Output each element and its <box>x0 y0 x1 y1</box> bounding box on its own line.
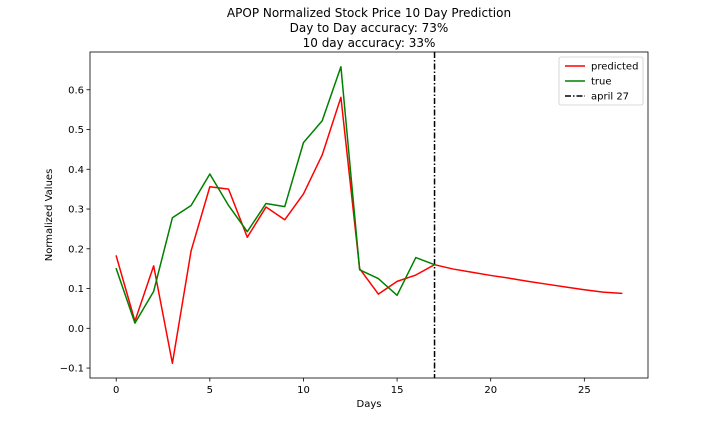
x-tick-label-5: 25 <box>578 385 591 396</box>
legend-frame <box>558 56 644 106</box>
plot-area: 0 5 10 15 20 25 −0.1 0.0 0.1 0.2 0.3 0.4 0.5 0.6 <box>60 52 623 396</box>
y-tick-label-6: 0.5 <box>68 125 84 136</box>
x-tick-label-1: 5 <box>207 385 213 396</box>
y-tick-label-2: 0.1 <box>68 284 84 295</box>
y-tick-label-3: 0.2 <box>68 244 84 255</box>
y-tick-label-0: −0.1 <box>60 364 84 375</box>
chart-title-line-1: APOP Normalized Stock Price 10 Day Predi… <box>227 6 511 20</box>
y-axis-label: Normalized Values <box>44 169 55 262</box>
y-tick-label-1: 0.0 <box>68 324 84 335</box>
x-tick-label-0: 0 <box>113 385 119 396</box>
x-tick-label-4: 20 <box>484 385 497 396</box>
series-line-predicted <box>115 96 623 365</box>
chart-title-line-3: 10 day accuracy: 33% <box>303 36 436 50</box>
series-line-true <box>115 65 436 324</box>
legend-true-label: true <box>591 77 612 88</box>
legend: predicted true april 27 <box>558 56 644 106</box>
x-tick-label-3: 15 <box>391 385 404 396</box>
legend-april-27-label: april 27 <box>591 92 629 103</box>
y-tick-label-5: 0.4 <box>68 165 84 176</box>
y-tick-label-4: 0.3 <box>68 205 84 216</box>
legend-predicted-label: predicted <box>591 62 638 73</box>
x-tick-label-2: 10 <box>297 385 310 396</box>
x-axis-label: Days <box>357 399 382 410</box>
chart-title-line-2: Day to Day accuracy: 73% <box>290 21 449 35</box>
y-tick-label-7: 0.6 <box>68 85 84 96</box>
plot-frame <box>89 51 649 379</box>
